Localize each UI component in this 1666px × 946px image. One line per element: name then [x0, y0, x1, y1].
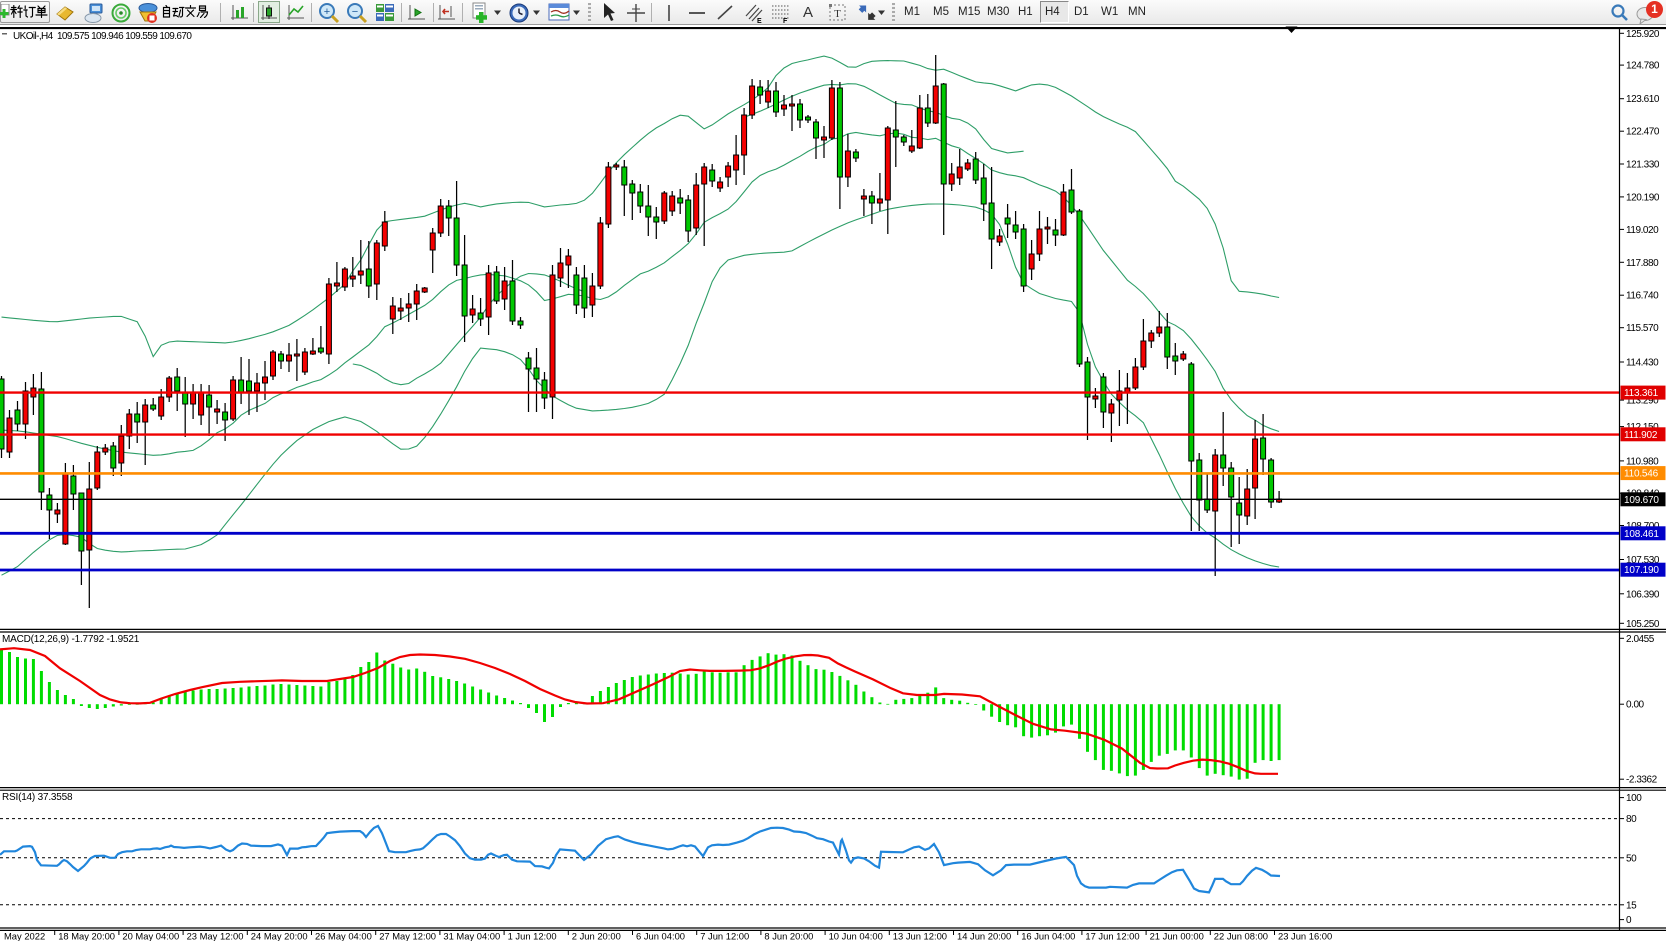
svg-text:116.740: 116.740	[1626, 291, 1659, 302]
svg-text:110.546: 110.546	[1624, 469, 1659, 480]
svg-text:121.330: 121.330	[1626, 160, 1660, 171]
svg-text:113.290: 113.290	[1626, 396, 1659, 407]
svg-text:108.461: 108.461	[1624, 529, 1659, 540]
svg-text:119.020: 119.020	[1626, 225, 1659, 236]
svg-text:23 May 12:00: 23 May 12:00	[187, 931, 244, 942]
svg-text:109.670: 109.670	[1624, 495, 1659, 506]
svg-text:15: 15	[1626, 900, 1637, 911]
svg-text:26 May 04:00: 26 May 04:00	[315, 931, 372, 942]
svg-text:120.190: 120.190	[1626, 192, 1660, 203]
svg-text:6 Jun 04:00: 6 Jun 04:00	[636, 931, 685, 942]
svg-text:8 Jun 20:00: 8 Jun 20:00	[764, 931, 813, 942]
svg-text:2.0455: 2.0455	[1626, 634, 1655, 645]
svg-text:0: 0	[1626, 915, 1632, 926]
svg-text:105.250: 105.250	[1626, 619, 1660, 630]
svg-text:-2.3362: -2.3362	[1626, 775, 1658, 786]
svg-text:13 Jun 12:00: 13 Jun 12:00	[893, 931, 947, 942]
svg-text:123.610: 123.610	[1626, 94, 1660, 105]
svg-text:50: 50	[1626, 853, 1637, 864]
svg-text:T: T	[834, 8, 841, 20]
svg-text:14 Jun 20:00: 14 Jun 20:00	[957, 931, 1011, 942]
svg-text:31 May 04:00: 31 May 04:00	[443, 931, 500, 942]
svg-text:0.00: 0.00	[1626, 700, 1645, 711]
svg-text:114.430: 114.430	[1626, 358, 1659, 369]
svg-text:21 Jun 00:00: 21 Jun 00:00	[1150, 931, 1204, 942]
svg-text:10 Jun 04:00: 10 Jun 04:00	[829, 931, 883, 942]
svg-text:18 May 20:00: 18 May 20:00	[58, 931, 115, 942]
svg-text:27 May 12:00: 27 May 12:00	[379, 931, 436, 942]
svg-text:115.570: 115.570	[1626, 323, 1659, 334]
svg-text:E: E	[757, 18, 762, 24]
svg-text:111.902: 111.902	[1624, 430, 1658, 441]
svg-text:7 Jun 12:00: 7 Jun 12:00	[700, 931, 749, 942]
svg-text:1 Jun 12:00: 1 Jun 12:00	[508, 931, 557, 942]
svg-text:+: +	[324, 6, 330, 18]
svg-text:24 May 20:00: 24 May 20:00	[251, 931, 308, 942]
svg-text:125.920: 125.920	[1626, 29, 1660, 40]
svg-text:16 Jun 04:00: 16 Jun 04:00	[1021, 931, 1075, 942]
svg-text:20 May 04:00: 20 May 04:00	[122, 931, 179, 942]
svg-text:80: 80	[1626, 814, 1637, 825]
svg-text:May 2022: May 2022	[4, 931, 45, 942]
svg-text:UKOil-,H4 109.575 109.946 109: UKOil-,H4 109.575 109.946 109.559 109.67…	[13, 31, 192, 42]
svg-text:RSI(14) 37.3558: RSI(14) 37.3558	[2, 792, 73, 803]
svg-text:22 Jun 08:00: 22 Jun 08:00	[1214, 931, 1268, 942]
svg-text:100: 100	[1626, 793, 1642, 804]
svg-text:2 Jun 20:00: 2 Jun 20:00	[572, 931, 621, 942]
svg-text:106.390: 106.390	[1626, 589, 1660, 600]
svg-text:124.780: 124.780	[1626, 61, 1660, 72]
svg-text:107.190: 107.190	[1624, 565, 1659, 576]
svg-text:23 Jun 16:00: 23 Jun 16:00	[1278, 931, 1332, 942]
svg-text:MACD(12,26,9) -1.7792 -1.9521: MACD(12,26,9) -1.7792 -1.9521	[2, 634, 140, 645]
svg-text:107.530: 107.530	[1626, 555, 1660, 566]
svg-text:17 Jun 12:00: 17 Jun 12:00	[1085, 931, 1139, 942]
svg-text:117.880: 117.880	[1626, 258, 1659, 269]
svg-text:110.980: 110.980	[1626, 456, 1659, 467]
svg-text:113.361: 113.361	[1624, 388, 1659, 399]
svg-text:−: −	[352, 6, 358, 18]
svg-text:F: F	[783, 18, 788, 24]
svg-text:122.470: 122.470	[1626, 127, 1660, 138]
